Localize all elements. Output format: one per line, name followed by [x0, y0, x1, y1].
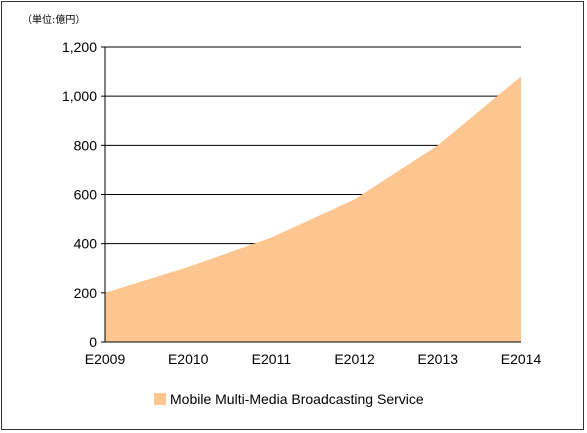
legend-swatch	[154, 393, 166, 405]
legend-label: Mobile Multi-Media Broadcasting Service	[170, 391, 424, 407]
y-tick-label: 600	[74, 187, 98, 203]
y-tick-label: 0	[89, 334, 97, 350]
area-fill	[105, 76, 521, 342]
x-tick-labels: E2009 E2010 E2011 E2012 E2013 E2014	[85, 351, 542, 367]
legend: Mobile Multi-Media Broadcasting Service	[154, 391, 424, 407]
y-tick-labels: 0 200 400 600 800 1,000 1,200	[62, 39, 97, 350]
x-tick-label: E2012	[334, 351, 375, 367]
axes	[101, 46, 521, 343]
y-tick-label: 1,000	[62, 88, 97, 104]
area-series	[105, 76, 521, 342]
x-tick-label: E2014	[501, 351, 542, 367]
x-tick-label: E2011	[252, 351, 292, 367]
x-tick-label: E2009	[85, 351, 126, 367]
y-tick-label: 400	[74, 236, 98, 252]
x-tick-label: E2013	[418, 351, 459, 367]
y-tick-label: 800	[74, 137, 98, 153]
y-tick-label: 1,200	[62, 39, 97, 55]
y-tick-label: 200	[74, 285, 98, 301]
x-tick-label: E2010	[168, 351, 209, 367]
unit-label: （単位:億円）	[22, 13, 85, 26]
